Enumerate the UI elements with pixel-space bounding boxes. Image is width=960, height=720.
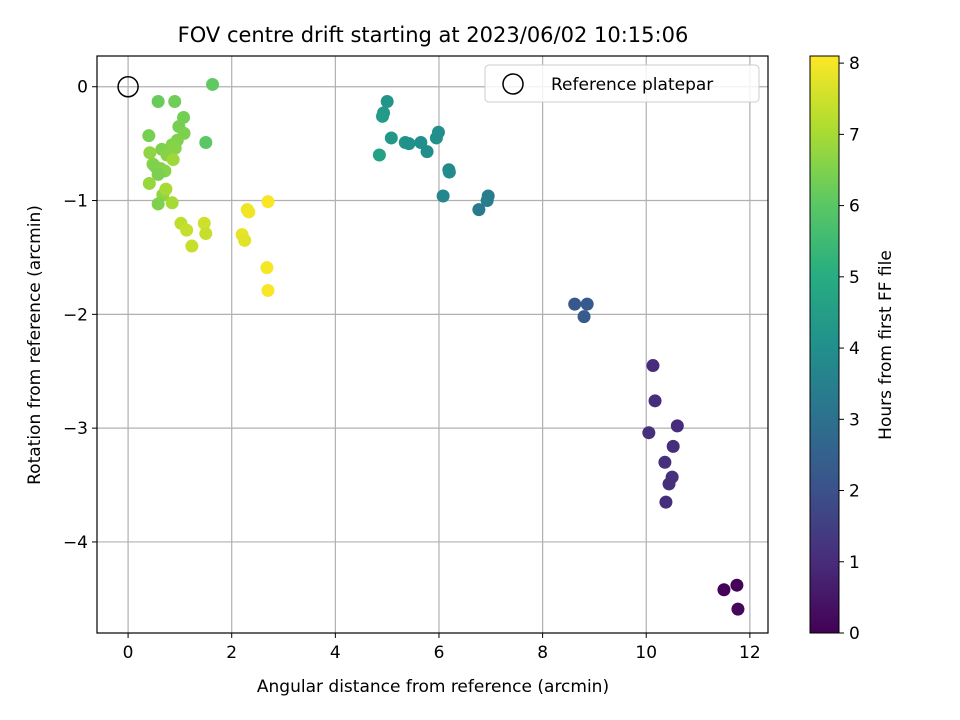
data-point — [180, 223, 194, 237]
data-point — [402, 137, 416, 151]
data-point — [197, 216, 211, 230]
data-point — [242, 205, 256, 219]
data-point — [666, 439, 680, 453]
data-point — [185, 239, 199, 253]
colorbar-tick-label: 7 — [849, 125, 860, 145]
y-tick-label: −4 — [63, 533, 88, 553]
x-tick-label: 0 — [123, 643, 134, 663]
data-point — [151, 197, 165, 211]
data-point — [577, 310, 591, 324]
data-point — [165, 196, 179, 210]
data-point — [580, 297, 594, 311]
x-tick-label: 4 — [330, 643, 341, 663]
legend-marker-reference — [502, 73, 524, 95]
data-point — [199, 227, 213, 241]
data-point — [642, 426, 656, 440]
data-point — [420, 145, 434, 159]
data-point — [442, 165, 456, 179]
x-axis-label: Angular distance from reference (arcmin) — [257, 677, 609, 697]
data-point — [431, 125, 445, 139]
colorbar-gradient — [810, 56, 839, 633]
colorbar-label: Hours from first FF file — [876, 250, 896, 440]
data-point — [472, 203, 486, 217]
grid-lines — [97, 56, 768, 633]
colorbar-tick-label: 1 — [849, 553, 860, 573]
data-point — [659, 495, 673, 509]
data-point — [142, 176, 156, 190]
data-point — [436, 189, 450, 203]
data-point — [731, 602, 745, 616]
x-axis-ticks: 0 2 4 6 8 10 12 — [123, 633, 761, 663]
y-tick-label: −1 — [63, 192, 88, 212]
x-tick-label: 8 — [537, 643, 548, 663]
data-point — [168, 95, 182, 109]
data-point — [662, 477, 676, 491]
colorbar-tick-label: 3 — [849, 410, 860, 430]
y-axis-label: Rotation from reference (arcmin) — [25, 205, 45, 485]
data-point — [260, 261, 274, 275]
data-point — [372, 148, 386, 162]
data-point — [199, 135, 213, 149]
data-point — [380, 95, 394, 109]
data-point — [166, 153, 180, 167]
y-tick-label: −3 — [63, 419, 88, 439]
data-point — [481, 189, 495, 203]
data-point — [151, 167, 165, 181]
colorbar-frame — [809, 55, 840, 634]
data-point — [646, 359, 660, 373]
data-point — [261, 195, 275, 209]
data-point — [658, 455, 672, 469]
y-axis-ticks: 0 −1 −2 −3 −4 — [63, 78, 97, 553]
data-point — [648, 394, 662, 408]
legend: Reference platepar — [484, 64, 760, 103]
legend-label-reference: Reference platepar — [551, 75, 713, 95]
data-point — [238, 233, 252, 247]
data-point — [206, 77, 220, 91]
colorbar-tick-label: 5 — [849, 268, 860, 288]
x-tick-label: 6 — [434, 643, 445, 663]
data-points — [142, 77, 745, 616]
reference-platepar-marker — [117, 75, 139, 98]
data-point — [670, 419, 684, 433]
colorbar-tick-label: 0 — [849, 624, 860, 644]
colorbar-tick-label: 6 — [849, 197, 860, 217]
data-point — [159, 182, 173, 196]
x-tick-label: 12 — [739, 643, 761, 663]
data-point — [142, 129, 156, 143]
data-point — [375, 109, 389, 123]
data-point — [261, 283, 275, 297]
data-point — [151, 95, 165, 109]
colorbar: 0 1 2 3 4 5 6 7 8 Hours from first FF file — [809, 54, 896, 644]
y-tick-label: −2 — [63, 305, 88, 325]
x-tick-label: 2 — [226, 643, 237, 663]
plot-frame — [96, 55, 769, 634]
colorbar-tick-label: 2 — [849, 482, 860, 502]
colorbar-tick-label: 8 — [849, 54, 860, 74]
data-point — [730, 578, 744, 592]
legend-box — [484, 64, 760, 103]
chart-title: FOV centre drift starting at 2023/06/02 … — [178, 23, 689, 47]
data-point — [414, 135, 428, 149]
data-point — [384, 131, 398, 145]
data-point — [568, 297, 582, 311]
colorbar-tick-label: 4 — [849, 339, 860, 359]
data-point — [143, 146, 157, 160]
y-tick-label: 0 — [77, 78, 88, 98]
x-tick-label: 10 — [635, 643, 657, 663]
colorbar-ticks: 0 1 2 3 4 5 6 7 8 — [839, 54, 860, 644]
data-point — [717, 583, 731, 597]
